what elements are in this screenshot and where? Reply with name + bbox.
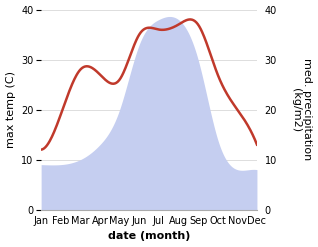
Y-axis label: max temp (C): max temp (C): [5, 71, 16, 148]
Y-axis label: med. precipitation
(kg/m2): med. precipitation (kg/m2): [291, 59, 313, 161]
X-axis label: date (month): date (month): [108, 231, 190, 242]
